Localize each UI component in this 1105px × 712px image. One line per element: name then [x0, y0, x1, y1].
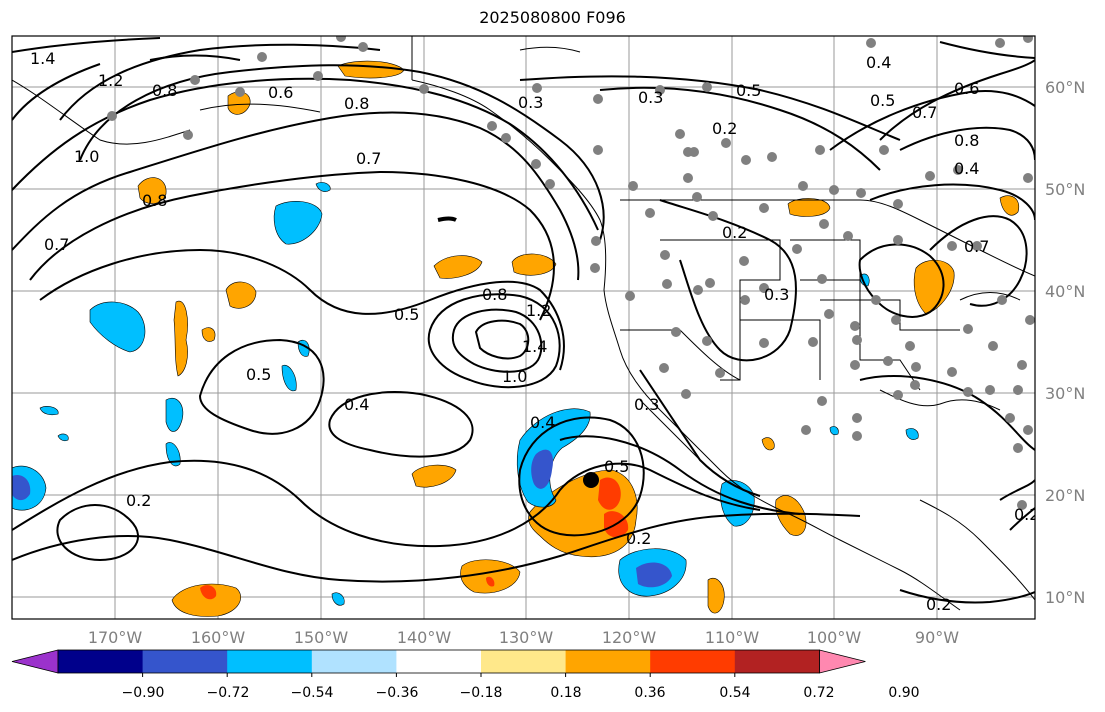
- contour-label: 0.8: [954, 131, 979, 150]
- lon-label: 150°W: [294, 628, 349, 647]
- colorbar-tick-label: 0.36: [634, 685, 665, 701]
- contour-label: 0.8: [344, 94, 369, 113]
- colorbar-segment: [650, 650, 736, 673]
- contour-label: 1.0: [74, 147, 99, 166]
- lat-label: 10°N: [1045, 588, 1085, 607]
- lon-label: 120°W: [602, 628, 657, 647]
- colorbar: [11, 649, 866, 677]
- contour-label: 0.2: [626, 529, 651, 548]
- contour-label: 1.4: [30, 49, 55, 68]
- colorbar-segment: [565, 650, 651, 673]
- contour-label: 0.5: [246, 365, 271, 384]
- colorbar-tick-label: 0.72: [803, 685, 834, 701]
- lat-label: 40°N: [1045, 282, 1085, 301]
- lat-label: 60°N: [1045, 78, 1085, 97]
- colorbar-segment: [481, 650, 567, 673]
- contour-label: 0.2: [1014, 505, 1039, 524]
- colorbar-segment: [58, 650, 144, 673]
- contour-label: 1.4: [522, 337, 547, 356]
- latitude-labels: 60°N 50°N 40°N 30°N 20°N 10°N: [1045, 78, 1085, 607]
- contour-label: 0.8: [142, 191, 167, 210]
- map-title: 2025080800 F096: [479, 8, 626, 27]
- contour-label: 0.7: [964, 237, 989, 256]
- contour-label: 0.4: [344, 395, 369, 414]
- lat-label: 50°N: [1045, 180, 1085, 199]
- colorbar-tick-label: −0.72: [207, 685, 250, 701]
- colorbar-tick-label: −0.90: [122, 685, 165, 701]
- contour-label: 0.3: [518, 93, 543, 112]
- contour-label: 0.3: [764, 285, 789, 304]
- lat-label: 30°N: [1045, 384, 1085, 403]
- colorbar-extend-min: [11, 649, 59, 674]
- contour-label: 0.3: [638, 88, 663, 107]
- contour-label: 0.4: [530, 413, 555, 432]
- lon-label: 160°W: [191, 628, 246, 647]
- contour-label: 0.5: [604, 457, 629, 476]
- map-frame: [11, 35, 1036, 620]
- contour-label: 0.7: [356, 149, 381, 168]
- colorbar-segment: [396, 650, 482, 673]
- colorbar-tick-label: 0.54: [719, 685, 750, 701]
- contour-label: 0.6: [954, 79, 979, 98]
- map-content: 1.4 1.2 0.8 0.6 0.8 0.3 0.3 0.5 0.4 0.5 …: [12, 36, 1039, 619]
- shaded-fields: [12, 60, 1020, 617]
- contour-label: 0.4: [954, 159, 979, 178]
- lon-label: 170°W: [88, 628, 143, 647]
- colorbar-tick-labels: −0.90 −0.72 −0.54 −0.36 −0.18 0.18 0.36 …: [122, 685, 920, 701]
- contour-label: 0.5: [736, 81, 761, 100]
- contour-label: 0.2: [722, 223, 747, 242]
- colorbar-tick-label: 0.90: [888, 685, 919, 701]
- colorbar-segment: [311, 650, 397, 673]
- longitude-labels: 170°W 160°W 150°W 140°W 130°W 120°W 110°…: [88, 628, 959, 647]
- colorbar-segment: [227, 650, 313, 673]
- colorbar-tick-label: −0.36: [376, 685, 419, 701]
- colorbar-tick-label: −0.54: [291, 685, 334, 701]
- contour-label: 0.7: [44, 235, 69, 254]
- lat-label: 20°N: [1045, 486, 1085, 505]
- colorbar-tick-label: −0.18: [460, 685, 503, 701]
- station-dots: [107, 36, 1035, 510]
- contour-label: 0.6: [268, 83, 293, 102]
- lon-label: 90°W: [915, 628, 959, 647]
- colorbar-segment: [142, 650, 228, 673]
- colorbar-extend-max: [819, 649, 866, 674]
- small-contour-dash: [437, 216, 457, 222]
- colorbar-outline: [57, 649, 820, 674]
- contour-label: 1.0: [502, 367, 527, 386]
- contour-label: 0.4: [866, 53, 891, 72]
- colorbar-tick-label: 0.18: [550, 685, 581, 701]
- contour-label: 0.5: [870, 91, 895, 110]
- contour-label: 0.2: [126, 491, 151, 510]
- lon-label: 100°W: [807, 628, 862, 647]
- contour-label: 0.2: [712, 119, 737, 138]
- contour-label: 1.2: [98, 71, 123, 90]
- contour-label: 0.3: [634, 395, 659, 414]
- lon-label: 130°W: [499, 628, 554, 647]
- contour-label: 0.5: [394, 305, 419, 324]
- contour-label: 0.8: [152, 81, 177, 100]
- lon-label: 110°W: [705, 628, 760, 647]
- contour-label: 0.7: [912, 103, 937, 122]
- contour-label: 0.8: [482, 285, 507, 304]
- storm-center-marker: [583, 472, 599, 488]
- contour-labels: 1.4 1.2 0.8 0.6 0.8 0.3 0.3 0.5 0.4 0.5 …: [30, 49, 1039, 614]
- coastlines: [12, 36, 1035, 611]
- colorbar-segment: [734, 650, 820, 673]
- contour-label: 1.2: [526, 301, 551, 320]
- contour-label: 0.2: [926, 595, 951, 614]
- lon-label: 140°W: [397, 628, 452, 647]
